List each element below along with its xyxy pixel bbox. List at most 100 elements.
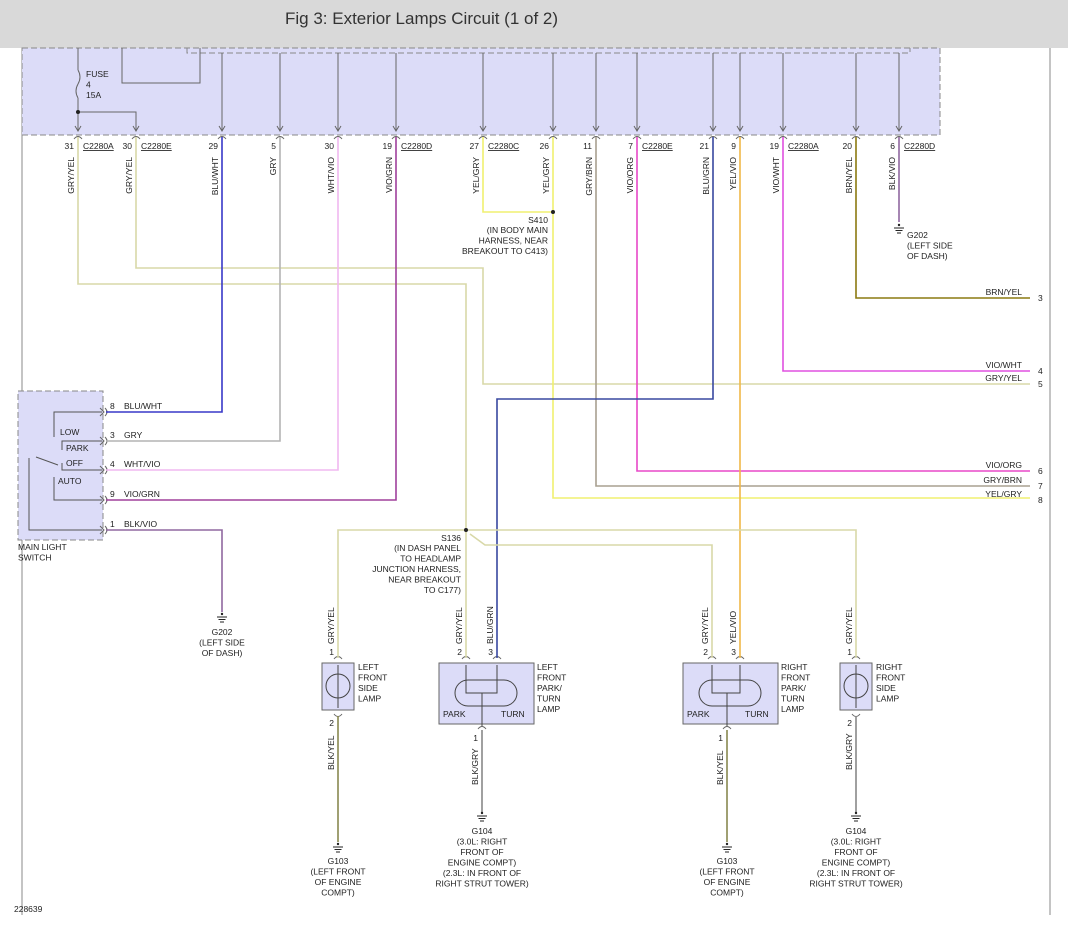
pin-arrow-icon: [779, 125, 787, 132]
switch-pin-number: 4: [110, 459, 115, 469]
pin-arrow-icon: [549, 125, 557, 132]
main-light-switch-box: [17, 390, 104, 541]
ground-label: ENGINE COMPT): [448, 858, 517, 868]
lamp-name: LEFT: [537, 662, 558, 672]
wire: [469, 533, 713, 658]
pin-number: 2: [457, 647, 462, 657]
wire-color-label: GRY/YEL: [700, 607, 710, 644]
connector-pin-number: 5: [1038, 379, 1043, 389]
connector-label: C2280D: [904, 141, 935, 151]
fuse-label: FUSE: [86, 69, 109, 79]
splice-label: TO HEADLAMP: [400, 554, 461, 564]
wire: [106, 137, 339, 471]
lamp-name: SIDE: [358, 683, 378, 693]
wire-color-label: BLK/YEL: [715, 750, 725, 785]
lamp-name: PARK/: [781, 683, 807, 693]
lamp-name: FRONT: [358, 673, 387, 683]
connector-icon: [851, 136, 861, 140]
wire: [106, 529, 223, 612]
switch-position-label: PARK: [66, 443, 89, 453]
wire: [855, 137, 1030, 299]
wire-color-label: GRY/YEL: [326, 607, 336, 644]
ground-dot: [336, 842, 340, 846]
connector-icon: [391, 136, 401, 140]
connector-label: C2280A: [83, 141, 114, 151]
wire-color-label: GRY/YEL: [844, 607, 854, 644]
ground-icon: [333, 842, 343, 853]
connector-pin-number: 4: [1038, 366, 1043, 376]
switch-position-label: OFF: [66, 458, 83, 468]
pin-arrow-icon: [99, 465, 105, 475]
ground-icon: [477, 811, 487, 822]
switch-pin-number: 9: [110, 489, 115, 499]
pin-number: 1: [473, 733, 478, 743]
switch-auto-contact: [53, 477, 102, 501]
pin-number: 1: [718, 733, 723, 743]
pin-arrow-icon: [736, 125, 744, 132]
switch-name: MAIN LIGHT: [18, 542, 67, 552]
ground-label: OF DASH): [202, 648, 243, 658]
pin-number: 11: [583, 141, 592, 151]
wire-color-label: YEL/GRY: [471, 157, 481, 194]
switch-common: [28, 458, 102, 531]
switch-off-contact: [61, 463, 102, 471]
wire-color-label: GRY/YEL: [454, 607, 464, 644]
splice-dot: [464, 528, 468, 532]
wire: [496, 137, 714, 658]
connector-icon: [778, 136, 788, 140]
lamp-name: RIGHT: [781, 662, 807, 672]
switch-position-label: AUTO: [58, 476, 82, 486]
ground-label: G104: [846, 826, 867, 836]
pin-arrow-icon: [633, 125, 641, 132]
pin-arrow-icon: [74, 125, 82, 132]
wire-color-label: VIO/WHT: [986, 360, 1022, 370]
ground-label: ENGINE COMPT): [822, 858, 891, 868]
splice-label: S136: [441, 533, 461, 543]
pin-number: 19: [770, 141, 780, 151]
wire-color-label: VIO/GRN: [384, 157, 394, 193]
switch-blade: [35, 456, 59, 466]
bulb-filament: [711, 665, 741, 726]
wire-color-label: VIO/ORG: [625, 157, 635, 193]
pin-arrow-icon: [99, 407, 105, 417]
wire-color-label: GRY/BRN: [584, 157, 594, 196]
lamp-turn-label: TURN: [501, 709, 525, 719]
switch-name: SWITCH: [18, 553, 52, 563]
connector-pin-number: 3: [1038, 293, 1043, 303]
ground-label: (3.0L: RIGHT: [831, 837, 882, 847]
switch-pin-number: 1: [110, 519, 115, 529]
ground-label: RIGHT STRUT TOWER): [809, 879, 903, 889]
splice-label: NEAR BREAKOUT: [388, 575, 461, 585]
pin-number: 9: [731, 141, 736, 151]
ground-label: (2.3L: IN FRONT OF: [817, 868, 895, 878]
wire-color-label: BLU/WHT: [210, 157, 220, 195]
ground-icon: [722, 842, 732, 853]
fuse-branch: [78, 111, 137, 130]
splice-label: (IN DASH PANEL: [394, 543, 461, 553]
splice-label: S410: [528, 215, 548, 225]
lamp-name: LAMP: [358, 694, 381, 704]
pin-arrow-icon: [218, 125, 226, 132]
connector-pin-number: 6: [1038, 466, 1043, 476]
bulb-icon: [454, 679, 518, 707]
fuse-label: 15A: [86, 90, 101, 100]
wire-color-label: VIO/WHT: [771, 157, 781, 193]
pin-number: 1: [847, 647, 852, 657]
pin-number: 7: [628, 141, 633, 151]
ground-label: (LEFT SIDE: [907, 241, 953, 251]
splice-label: HARNESS, NEAR: [479, 236, 548, 246]
pin-number: 29: [209, 141, 219, 151]
wire-color-label: BLU/GRN: [485, 606, 495, 644]
module-box: [21, 47, 941, 136]
module-inner-edge: [186, 48, 911, 54]
pin-arrow-icon: [479, 125, 487, 132]
ground-icon: [894, 223, 904, 234]
pin-arrow-icon: [132, 125, 140, 132]
pin-number: 31: [65, 141, 75, 151]
switch-low-contact: [53, 411, 102, 437]
pin-number: 2: [329, 718, 334, 728]
wire-color-label: YEL/GRY: [541, 157, 551, 194]
wire: [106, 137, 281, 442]
lamp-name: TURN: [781, 694, 805, 704]
